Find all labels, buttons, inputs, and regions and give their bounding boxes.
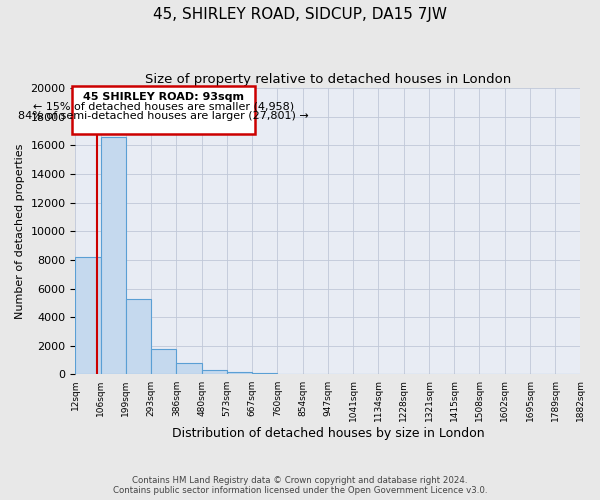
Text: 84% of semi-detached houses are larger (27,801) →: 84% of semi-detached houses are larger (… [19, 112, 309, 122]
Y-axis label: Number of detached properties: Number of detached properties [15, 144, 25, 319]
Bar [126, 298, 151, 374]
Bar [253, 373, 277, 374]
Text: Contains HM Land Registry data © Crown copyright and database right 2024.
Contai: Contains HM Land Registry data © Crown c… [113, 476, 487, 495]
Title: Size of property relative to detached houses in London: Size of property relative to detached ho… [145, 72, 511, 86]
Bar [202, 370, 227, 374]
Bar [101, 136, 126, 374]
Bar [76, 257, 101, 374]
Bar [151, 348, 176, 374]
X-axis label: Distribution of detached houses by size in London: Distribution of detached houses by size … [172, 427, 484, 440]
Text: ← 15% of detached houses are smaller (4,958): ← 15% of detached houses are smaller (4,… [33, 102, 295, 112]
Text: 45, SHIRLEY ROAD, SIDCUP, DA15 7JW: 45, SHIRLEY ROAD, SIDCUP, DA15 7JW [153, 8, 447, 22]
Bar [227, 372, 253, 374]
Bar [176, 363, 202, 374]
Text: 45 SHIRLEY ROAD: 93sqm: 45 SHIRLEY ROAD: 93sqm [83, 92, 244, 102]
